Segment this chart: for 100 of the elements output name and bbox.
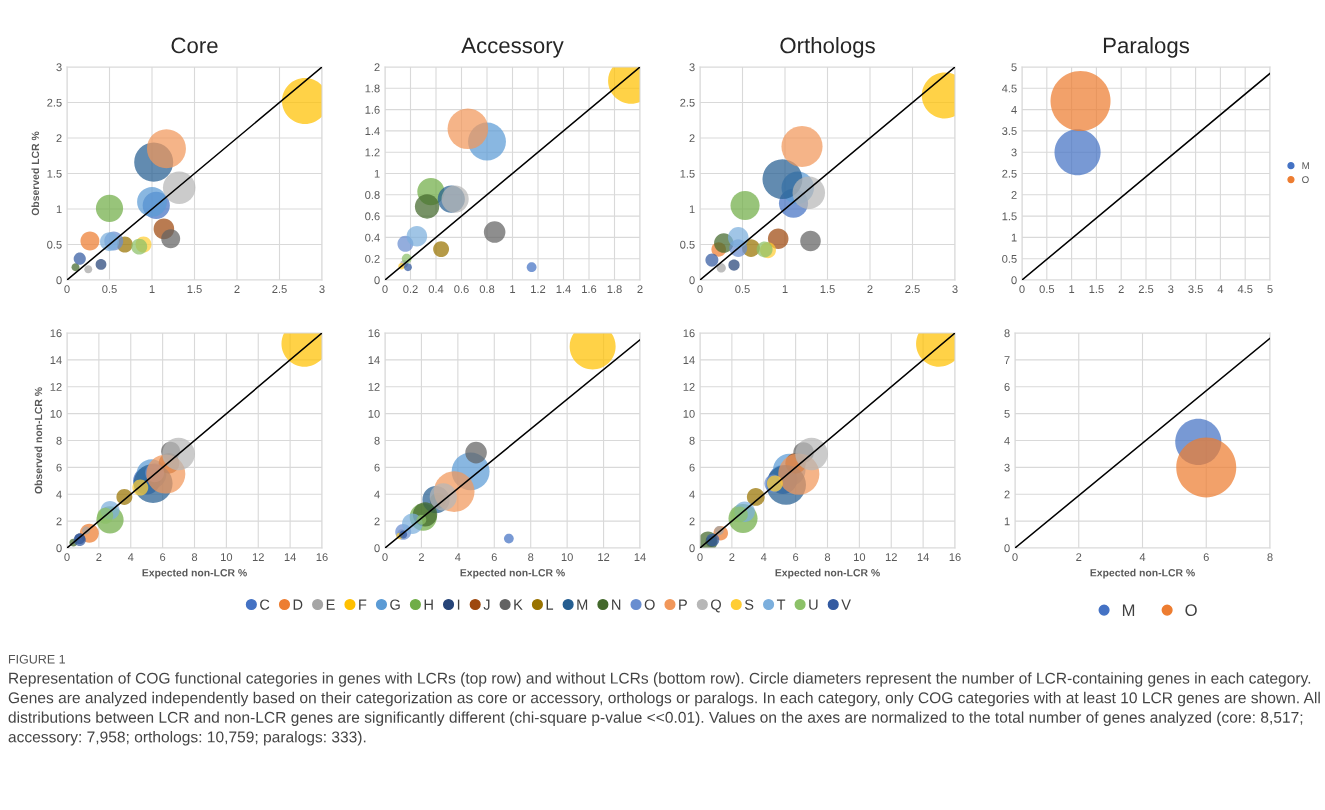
x-tick-label: 0 <box>64 285 70 294</box>
legend-label: C <box>260 599 270 610</box>
legend-label: E <box>326 599 335 610</box>
x-tick-label: 8 <box>191 553 198 562</box>
y-tick-label: 0 <box>1004 544 1010 553</box>
x-tick-label: 6 <box>1203 553 1209 562</box>
x-tick-label: 0 <box>1019 285 1025 294</box>
x-axis-title: Expected non-LCR % <box>775 568 880 579</box>
y-tick-label: 14 <box>50 356 62 364</box>
legend-label: P <box>679 599 687 610</box>
y-tick-label: 3 <box>1004 463 1010 472</box>
y-tick-label: 0 <box>374 276 380 285</box>
y-tick-label: 2 <box>1011 191 1017 199</box>
y-axis-title: Observed LCR % <box>31 131 40 216</box>
y-tick-label: 8 <box>1004 329 1010 338</box>
y-tick-label: 16 <box>683 329 695 338</box>
caption: FIGURE 1 <box>8 654 65 664</box>
legend-label: N <box>612 599 621 610</box>
x-tick-label: 0 <box>64 553 70 562</box>
y-tick-label: 2.5 <box>1002 169 1017 178</box>
y-tick-label: 2 <box>56 134 62 143</box>
y-tick-label: 8 <box>374 436 380 445</box>
x-tick-label: 6 <box>491 553 497 562</box>
y-tick-label: 6 <box>689 463 695 472</box>
y-tick-label: 12 <box>50 383 62 391</box>
x-tick-label: 1 <box>1069 285 1075 293</box>
y-tick-label: 14 <box>368 356 380 364</box>
chart-title: Accessory <box>461 37 564 58</box>
x-tick-label: 8 <box>824 553 831 562</box>
x-tick-label: 0.5 <box>102 285 117 294</box>
y-axis-title: Observed non-LCR % <box>34 387 43 494</box>
x-tick-label: 12 <box>885 553 897 561</box>
y-tick-label: 0 <box>56 276 62 285</box>
x-tick-label: 4 <box>1217 285 1224 293</box>
y-tick-label: 10 <box>368 409 380 418</box>
y-tick-label: 2 <box>374 517 380 526</box>
x-tick-label: 0 <box>697 285 703 294</box>
y-tick-label: 2 <box>689 517 695 526</box>
y-tick-label: 0.5 <box>1002 254 1017 263</box>
x-tick-label: 8 <box>528 553 534 562</box>
y-tick-label: 4 <box>689 490 695 499</box>
x-tick-label: 14 <box>634 553 646 561</box>
y-tick-label: 16 <box>368 329 380 338</box>
x-tick-label: 14 <box>284 553 296 561</box>
x-tick-label: 2 <box>234 285 240 293</box>
legend-label: G <box>390 599 400 610</box>
legend-label: L <box>546 599 554 610</box>
x-tick-label: 1 <box>149 285 155 293</box>
x-tick-label: 4 <box>1139 553 1146 561</box>
y-tick-label: 1.6 <box>365 105 380 114</box>
y-tick-label: 8 <box>56 436 62 445</box>
legend-label: D <box>293 599 303 610</box>
y-tick-label: 2 <box>689 134 695 143</box>
x-tick-label: 16 <box>316 553 328 562</box>
y-tick-label: 12 <box>683 383 695 391</box>
x-tick-label: 2.5 <box>272 285 287 294</box>
legend-label: Q <box>711 599 721 613</box>
y-tick-label: 0.8 <box>365 191 380 199</box>
x-axis-title: Expected non-LCR % <box>460 568 565 579</box>
y-tick-label: 1.8 <box>365 84 380 93</box>
x-tick-label: 10 <box>221 553 233 562</box>
y-tick-label: 0 <box>1011 276 1017 285</box>
y-tick-label: 0.2 <box>365 254 380 263</box>
y-tick-label: 4 <box>1004 436 1010 445</box>
y-tick-label: 0.4 <box>365 233 380 242</box>
y-tick-label: 4.5 <box>1001 84 1017 93</box>
x-tick-label: 12 <box>598 553 610 561</box>
x-tick-label: 10 <box>561 553 573 562</box>
legend-label: F <box>359 599 367 610</box>
x-tick-label: 0.6 <box>454 285 469 294</box>
y-tick-label: 0.5 <box>680 240 695 249</box>
x-tick-label: 0.4 <box>428 285 444 294</box>
x-tick-label: 5 <box>1267 285 1273 294</box>
x-tick-label: 4.5 <box>1237 285 1253 294</box>
y-tick-label: 7 <box>1004 356 1010 364</box>
legend-label: M <box>1302 162 1309 170</box>
x-tick-label: 0 <box>697 553 703 562</box>
y-tick-label: 1.4 <box>365 127 380 135</box>
x-tick-label: 1.8 <box>607 285 622 294</box>
legend-label: S <box>744 599 754 610</box>
y-tick-label: 14 <box>683 356 695 364</box>
y-tick-label: 1.5 <box>680 169 695 178</box>
y-tick-label: 3.5 <box>1002 127 1017 136</box>
y-tick-label: 0 <box>56 544 62 553</box>
y-tick-label: 10 <box>50 409 62 418</box>
x-tick-label: 2 <box>1076 553 1082 561</box>
y-tick-label: 4 <box>56 490 62 499</box>
x-tick-label: 1 <box>782 285 788 293</box>
legend-label: O <box>1302 176 1309 184</box>
chart-title: Paralogs <box>1103 37 1190 58</box>
x-tick-label: 3 <box>1168 285 1174 294</box>
x-tick-label: 2 <box>418 553 424 561</box>
x-tick-label: 4 <box>127 553 134 561</box>
y-tick-label: 1 <box>689 205 695 214</box>
y-tick-label: 6 <box>374 463 380 472</box>
x-tick-label: 0 <box>382 285 388 294</box>
y-tick-label: 2 <box>56 517 62 526</box>
y-tick-label: 2.5 <box>47 98 62 107</box>
x-axis-title: Expected non-LCR % <box>142 568 247 579</box>
legend-label: M <box>577 599 588 610</box>
